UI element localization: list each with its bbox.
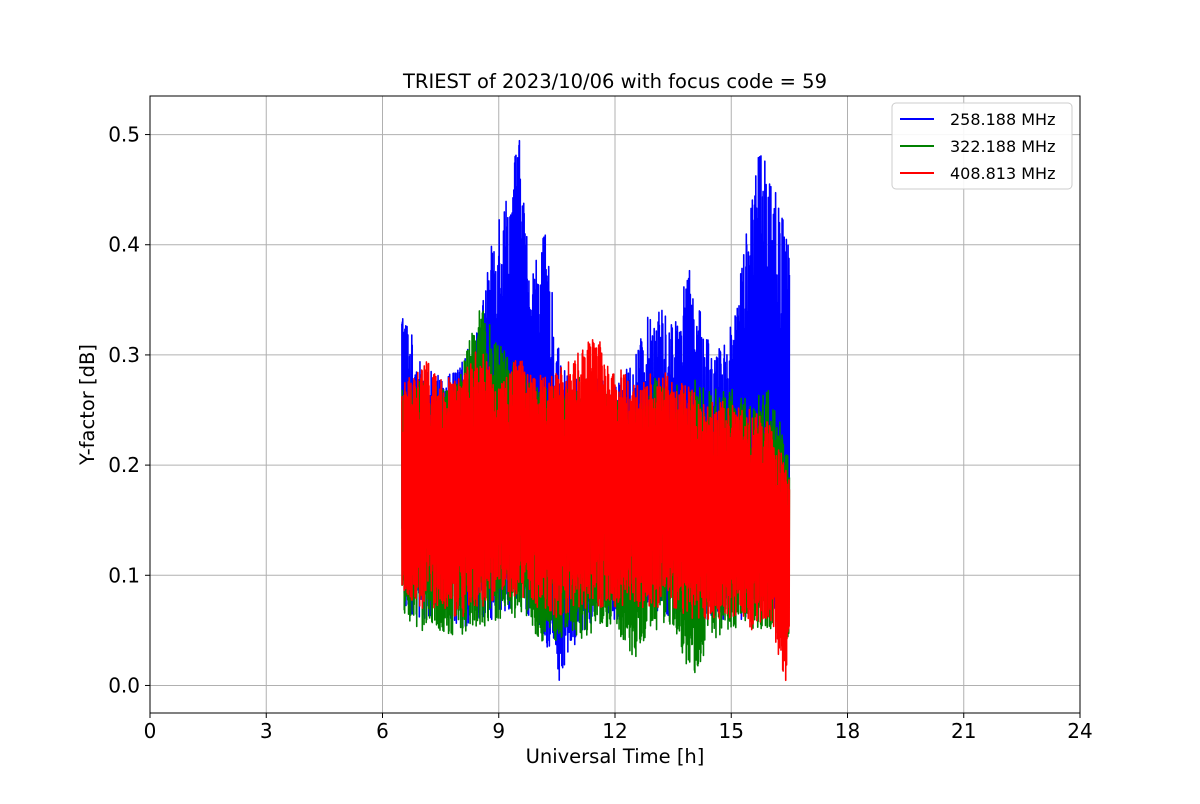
x-tick-label: 15 (719, 719, 744, 743)
x-tick-label: 21 (951, 719, 976, 743)
x-tick-label: 6 (376, 719, 389, 743)
legend: 258.188 MHz 322.188 MHz 408.813 MHz (891, 102, 1073, 190)
x-tick-label: 24 (1067, 719, 1092, 743)
legend-label: 258.188 MHz (950, 110, 1055, 129)
y-tick-label: 0.4 (108, 233, 140, 257)
x-tick-label: 9 (492, 719, 505, 743)
x-tick-label: 3 (260, 719, 273, 743)
series-line-3 (401, 338, 791, 682)
plot-series (401, 139, 791, 682)
legend-box (891, 102, 1073, 190)
chart-title: TRIEST of 2023/10/06 with focus code = 5… (402, 70, 827, 93)
y-axis-label: Y-factor [dB] (76, 344, 99, 466)
y-tick-label: 0.3 (108, 343, 140, 367)
x-tick-label: 18 (835, 719, 860, 743)
axis-ticks: 0 3 6 9 12 15 18 21 24 0.0 0.1 0.2 0.3 0.4 0.5 (108, 123, 1093, 743)
x-axis-label: Universal Time [h] (526, 745, 705, 768)
y-tick-label: 0.0 (108, 673, 140, 697)
legend-label: 322.188 MHz (950, 137, 1055, 156)
x-tick-label: 0 (144, 719, 157, 743)
legend-label: 408.813 MHz (950, 164, 1055, 183)
y-tick-label: 0.5 (108, 123, 140, 147)
y-tick-label: 0.2 (108, 453, 140, 477)
y-tick-label: 0.1 (108, 563, 140, 587)
x-tick-label: 12 (602, 719, 627, 743)
